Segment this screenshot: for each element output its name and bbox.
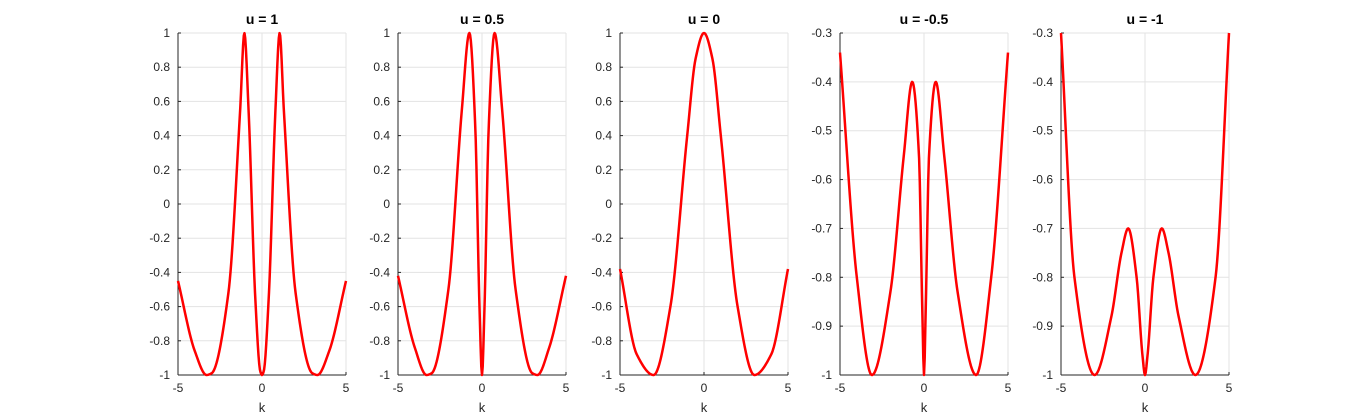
y-tick-label: 0.2 (373, 163, 390, 177)
y-tick-label: -1 (379, 368, 390, 382)
y-tick-label: -0.6 (1032, 173, 1053, 187)
y-tick-label: -0.8 (591, 334, 612, 348)
series-line (618, 31, 790, 377)
y-tick-label: 0.8 (153, 60, 170, 74)
x-tick-label: -5 (393, 381, 404, 395)
y-tick-label: 1 (163, 26, 170, 40)
subplot-3: -1 -0.8 -0.6 -0.4 -0.2 0 0.2 0.4 0.6 0.8 1 -5 0 5 k u =… (591, 11, 791, 415)
subplot-1: -1 -0.8 -0.6 -0.4 -0.2 0 0.2 0.4 0.6 0.8 1 -5 0 5 k u =… (149, 11, 349, 415)
x-tick-label: -5 (615, 381, 626, 395)
y-tick-label: -0.6 (811, 173, 832, 187)
y-tick-label: -1 (821, 368, 832, 382)
y-tick-label: -0.7 (1032, 221, 1053, 235)
x-axis-label: k (921, 400, 928, 415)
y-tick-label: -0.8 (811, 270, 832, 284)
y-tick-label: -0.4 (1032, 75, 1053, 89)
y-tick-label: 0.4 (153, 129, 170, 143)
x-tick-label: 5 (785, 381, 792, 395)
y-tick-label: -1 (159, 368, 170, 382)
x-tick-label: 5 (1226, 381, 1233, 395)
x-tick-label: 0 (1142, 381, 1149, 395)
y-tick-label: 0.4 (373, 129, 390, 143)
x-tick-label: 5 (563, 381, 570, 395)
y-tick-label: -0.5 (811, 124, 832, 138)
subplot-5: -1 -0.9 -0.8 -0.7 -0.6 -0.5 -0.4 -0.3 -5 0 5 k u = -… (1032, 11, 1232, 415)
y-tick-label: 0.6 (595, 94, 612, 108)
x-tick-label: -5 (173, 381, 184, 395)
y-tick-label: 1 (383, 26, 390, 40)
y-tick-label: 0.2 (153, 163, 170, 177)
y-tick-label: -0.9 (811, 319, 832, 333)
y-tick-label: -1 (1042, 368, 1053, 382)
x-tick-label: -5 (835, 381, 846, 395)
x-tick-label: -5 (1056, 381, 1067, 395)
series-line (396, 31, 568, 377)
y-tick-label: -0.8 (369, 334, 390, 348)
x-axis-label: k (479, 400, 486, 415)
x-tick-label: 0 (479, 381, 486, 395)
x-axis-label: k (259, 400, 266, 415)
y-tick-label: -0.8 (149, 334, 170, 348)
y-tick-label: -0.4 (369, 265, 390, 279)
subplot-title: u = -0.5 (900, 11, 949, 27)
y-tick-label: -0.4 (591, 265, 612, 279)
y-tick-label: -0.2 (149, 231, 170, 245)
x-tick-label: 0 (701, 381, 708, 395)
x-tick-label: 5 (1005, 381, 1012, 395)
y-tick-label: -0.3 (1032, 26, 1053, 40)
y-tick-label: 0 (163, 197, 170, 211)
x-tick-label: 5 (343, 381, 350, 395)
y-tick-label: 0.6 (153, 94, 170, 108)
series-line (838, 52, 1010, 377)
y-tick-label: -0.8 (1032, 270, 1053, 284)
y-tick-label: -0.2 (591, 231, 612, 245)
y-tick-label: -1 (601, 368, 612, 382)
x-tick-label: 0 (259, 381, 266, 395)
y-tick-label: 0.8 (595, 60, 612, 74)
subplot-title: u = 1 (246, 11, 279, 27)
subplot-title: u = -1 (1127, 11, 1164, 27)
y-tick-label: -0.4 (811, 75, 832, 89)
y-tick-label: -0.5 (1032, 124, 1053, 138)
y-tick-label: 0 (605, 197, 612, 211)
y-tick-label: -0.6 (591, 300, 612, 314)
y-tick-label: 0.2 (595, 163, 612, 177)
y-tick-label: 0.6 (373, 94, 390, 108)
series-line (176, 31, 348, 377)
y-tick-label: 0.8 (373, 60, 390, 74)
x-axis-label: k (701, 400, 708, 415)
y-tick-label: -0.2 (369, 231, 390, 245)
y-tick-label: -0.6 (369, 300, 390, 314)
series-line (1059, 32, 1231, 377)
subplot-2: -1 -0.8 -0.6 -0.4 -0.2 0 0.2 0.4 0.6 0.8 1 -5 0 5 k u =… (369, 11, 569, 415)
y-tick-label: 1 (605, 26, 612, 40)
subplot-title: u = 0 (688, 11, 721, 27)
subplot-4: -1 -0.9 -0.8 -0.7 -0.6 -0.5 -0.4 -0.3 -5 0 5 k u = -… (811, 11, 1011, 415)
y-tick-label: -0.3 (811, 26, 832, 40)
subplot-title: u = 0.5 (460, 11, 504, 27)
x-tick-label: 0 (921, 381, 928, 395)
y-tick-label: 0 (383, 197, 390, 211)
y-tick-label: -0.7 (811, 221, 832, 235)
y-tick-label: -0.4 (149, 265, 170, 279)
y-tick-label: -0.6 (149, 300, 170, 314)
x-axis-label: k (1142, 400, 1149, 415)
y-tick-label: 0.4 (595, 129, 612, 143)
y-tick-label: -0.9 (1032, 319, 1053, 333)
